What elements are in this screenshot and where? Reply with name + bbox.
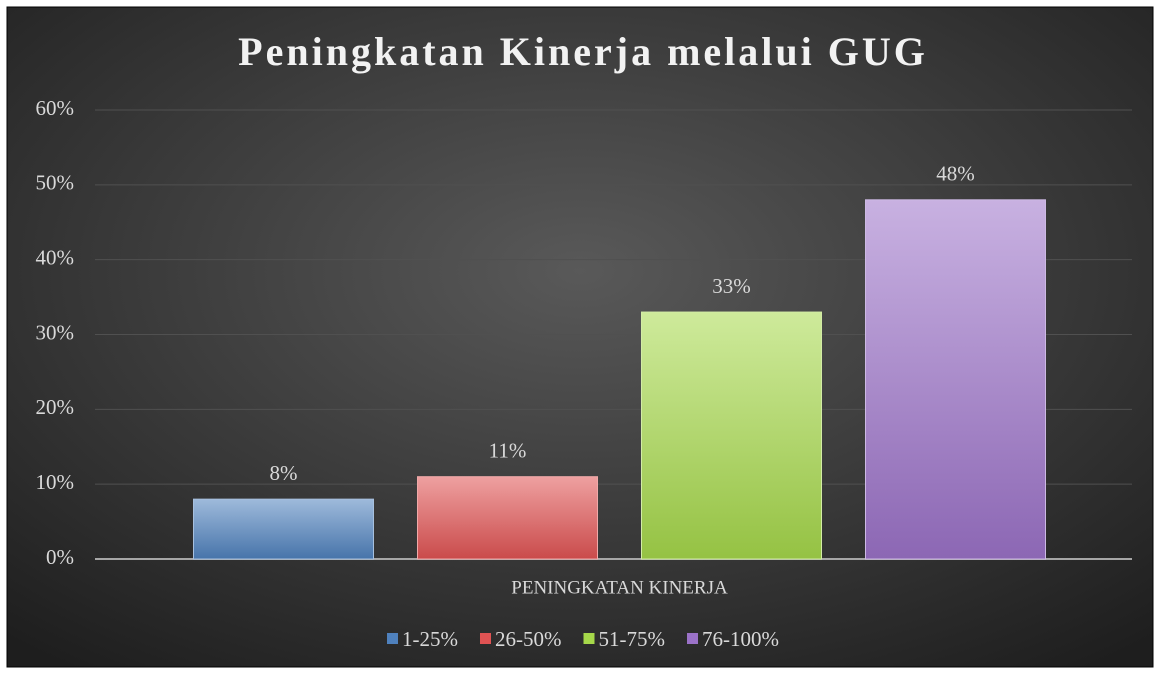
x-tick-label: PENINGKATAN KINERJA (511, 577, 728, 598)
y-tick-label: 60% (36, 96, 75, 120)
y-tick-label: 0% (46, 545, 74, 569)
legend-swatch (387, 633, 398, 644)
legend-swatch (583, 633, 595, 644)
bar (417, 476, 598, 560)
legend-label: 76-100% (702, 627, 779, 651)
y-tick-label: 10% (36, 470, 75, 494)
y-tick-label: 40% (36, 245, 75, 269)
bar (193, 498, 374, 560)
data-label: 33% (712, 274, 751, 298)
legend-swatch (687, 633, 698, 644)
y-tick-label: 20% (36, 395, 75, 419)
data-label: 48% (936, 162, 975, 186)
legend-label: 1-25% (402, 627, 458, 651)
bar (641, 311, 822, 560)
legend-swatch (480, 633, 491, 644)
chart-title: Peningkatan Kinerja melalui GUG (238, 29, 928, 74)
bar (865, 199, 1046, 560)
data-label: 8% (270, 461, 298, 485)
legend-label: 51-75% (599, 627, 666, 651)
y-tick-label: 30% (36, 320, 75, 344)
data-label: 11% (489, 438, 527, 462)
legend-label: 26-50% (495, 627, 562, 651)
y-tick-label: 50% (36, 171, 75, 195)
